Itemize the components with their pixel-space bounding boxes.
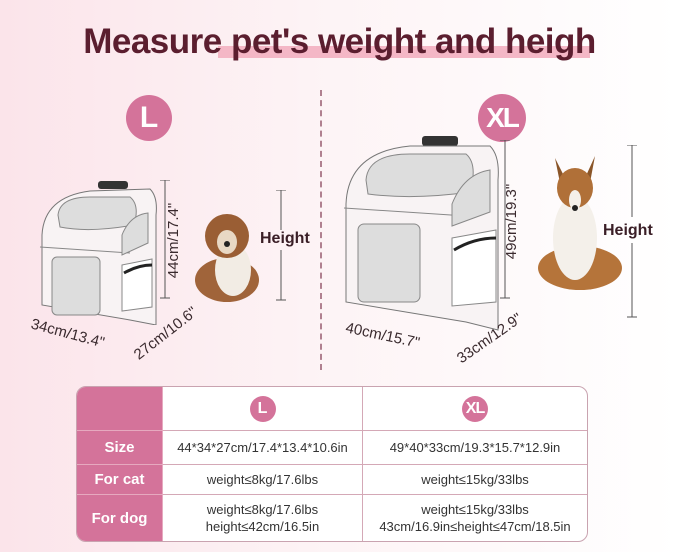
carrier-l-illustration [39, 181, 157, 325]
row-label-size: Size [77, 431, 163, 465]
cell-size-xl: 49*40*33cm/19.3*15.7*12.9in [363, 431, 587, 465]
row-label-dog: For dog [77, 495, 163, 541]
row-label-cat: For cat [77, 465, 163, 495]
size-badge-l: L [126, 95, 172, 141]
dog-large-image [538, 156, 622, 290]
size-table: L XL Size 44*34*27cm/17.4*13.4*10.6in 49… [76, 386, 588, 542]
column-header-l: L [163, 387, 363, 431]
divider [320, 90, 322, 370]
cell-cat-l: weight≤8kg/17.6lbs [163, 465, 363, 495]
carrier-xl-illustration [343, 136, 499, 331]
pet-height-label-l: Height [260, 230, 310, 247]
dog-small-image [195, 214, 259, 302]
page-title: Measure pet's weight and heigh [83, 22, 596, 61]
table-corner [77, 387, 163, 431]
size-badge-xl: XL [478, 94, 526, 142]
height-dim-xl: 49cm/19.3" [503, 183, 521, 260]
table-row: Size 44*34*27cm/17.4*13.4*10.6in 49*40*3… [77, 431, 587, 465]
height-line-l [160, 180, 170, 299]
table-header-row: L XL [77, 387, 587, 431]
cell-dog-l: weight≤8kg/17.6lbs height≤42cm/16.5in [163, 495, 363, 541]
pet-height-label-xl: Height [603, 222, 653, 239]
height-line-xl [500, 140, 510, 299]
pet-height-line-xl [627, 145, 637, 318]
table-row: For dog weight≤8kg/17.6lbs height≤42cm/16… [77, 495, 587, 541]
cell-size-l: 44*34*27cm/17.4*13.4*10.6in [163, 431, 363, 465]
pet-height-line-l [276, 190, 286, 301]
column-header-xl: XL [363, 387, 587, 431]
cell-cat-xl: weight≤15kg/33lbs [363, 465, 587, 495]
table-row: For cat weight≤8kg/17.6lbs weight≤15kg/3… [77, 465, 587, 495]
cell-dog-xl: weight≤15kg/33lbs 43cm/16.9in≤height≤47cm… [379, 502, 571, 534]
height-dim-l: 44cm/17.4" [165, 202, 183, 279]
